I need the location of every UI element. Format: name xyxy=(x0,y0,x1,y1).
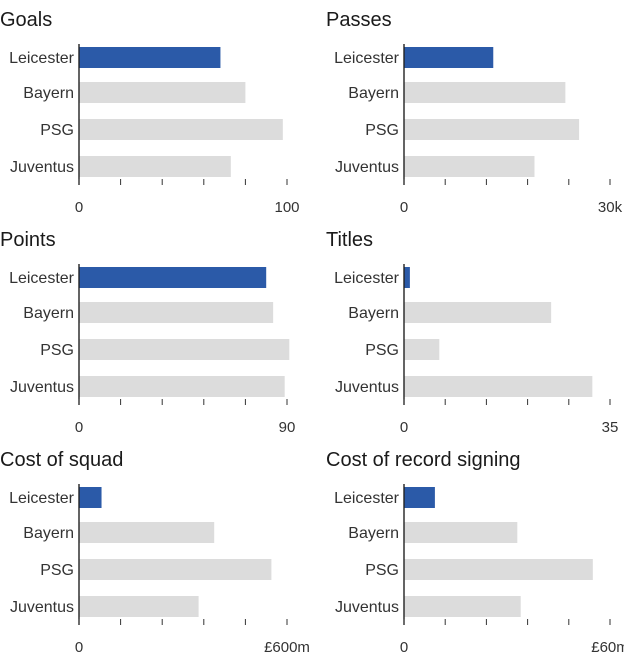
category-label-psg: PSG xyxy=(365,342,399,359)
bar-juventus xyxy=(79,596,199,617)
panel-title: Points xyxy=(0,229,56,251)
panel-goals: Goals Leicester Bayern PSG Juventus 0 100 xyxy=(0,9,300,216)
category-label-psg: PSG xyxy=(365,122,399,139)
bar-juventus xyxy=(404,376,593,397)
bar-juventus xyxy=(404,156,535,177)
tick-label-min: 0 xyxy=(400,199,408,216)
category-label-bayern: Bayern xyxy=(23,525,74,542)
category-label-psg: PSG xyxy=(40,342,74,359)
category-label-leicester: Leicester xyxy=(9,270,75,287)
category-label-juventus: Juventus xyxy=(335,159,399,176)
panel-points: Points Leicester Bayern PSG Juventus 0 90 xyxy=(0,229,295,436)
category-label-juventus: Juventus xyxy=(335,379,399,396)
category-label-leicester: Leicester xyxy=(334,50,400,67)
bar-leicester xyxy=(79,47,221,68)
category-label-leicester: Leicester xyxy=(9,50,75,67)
panel-title: Titles xyxy=(326,229,373,251)
category-label-juventus: Juventus xyxy=(10,379,74,396)
category-label-juventus: Juventus xyxy=(335,599,399,616)
bar-psg xyxy=(79,339,290,360)
category-label-bayern: Bayern xyxy=(348,525,399,542)
bar-bayern xyxy=(404,302,552,323)
bar-psg xyxy=(404,339,440,360)
bar-juventus xyxy=(79,156,231,177)
tick-label-max: £600m xyxy=(264,639,310,656)
category-label-bayern: Bayern xyxy=(23,85,74,102)
bar-juventus xyxy=(404,596,521,617)
tick-label-max: 35 xyxy=(602,419,619,436)
category-label-leicester: Leicester xyxy=(334,270,400,287)
panel-passes: Passes Leicester Bayern PSG Juventus 0 30k xyxy=(326,9,623,216)
category-label-bayern: Bayern xyxy=(348,305,399,322)
bar-psg xyxy=(79,559,272,580)
bar-leicester xyxy=(404,267,410,288)
category-label-bayern: Bayern xyxy=(23,305,74,322)
category-label-juventus: Juventus xyxy=(10,599,74,616)
category-label-leicester: Leicester xyxy=(334,490,400,507)
category-label-psg: PSG xyxy=(365,562,399,579)
tick-label-max: 100 xyxy=(274,199,299,216)
panel-title: Goals xyxy=(0,9,52,31)
panel-title: Cost of squad xyxy=(0,449,123,471)
bar-psg xyxy=(404,119,580,140)
tick-label-max: 90 xyxy=(279,419,296,436)
tick-label-min: 0 xyxy=(75,199,83,216)
tick-label-min: 0 xyxy=(400,419,408,436)
tick-label-min: 0 xyxy=(75,419,83,436)
tick-label-max: £60m xyxy=(591,639,624,656)
bar-psg xyxy=(79,119,283,140)
category-label-juventus: Juventus xyxy=(10,159,74,176)
bar-bayern xyxy=(79,82,246,103)
panel-title: Passes xyxy=(326,9,392,31)
category-label-psg: PSG xyxy=(40,122,74,139)
panel-title: Cost of record signing xyxy=(326,449,521,471)
panel-cost-of-squad: Cost of squad Leicester Bayern PSG Juventus 0… xyxy=(0,449,310,656)
category-label-leicester: Leicester xyxy=(9,490,75,507)
bar-leicester xyxy=(79,267,267,288)
bar-bayern xyxy=(79,522,215,543)
bar-juventus xyxy=(79,376,285,397)
bar-leicester xyxy=(404,487,435,508)
bar-leicester xyxy=(404,47,494,68)
bar-psg xyxy=(404,559,593,580)
panel-titles: Titles Leicester Bayern PSG Juventus 0 35 xyxy=(326,229,618,436)
bar-bayern xyxy=(404,82,566,103)
category-label-psg: PSG xyxy=(40,562,74,579)
bar-bayern xyxy=(404,522,518,543)
panel-cost-of-record-signing: Cost of record signing Leicester Bayern PSG… xyxy=(326,449,624,656)
tick-label-min: 0 xyxy=(75,639,83,656)
bar-leicester xyxy=(79,487,102,508)
category-label-bayern: Bayern xyxy=(348,85,399,102)
bar-bayern xyxy=(79,302,274,323)
tick-label-min: 0 xyxy=(400,639,408,656)
tick-label-max: 30k xyxy=(598,199,623,216)
